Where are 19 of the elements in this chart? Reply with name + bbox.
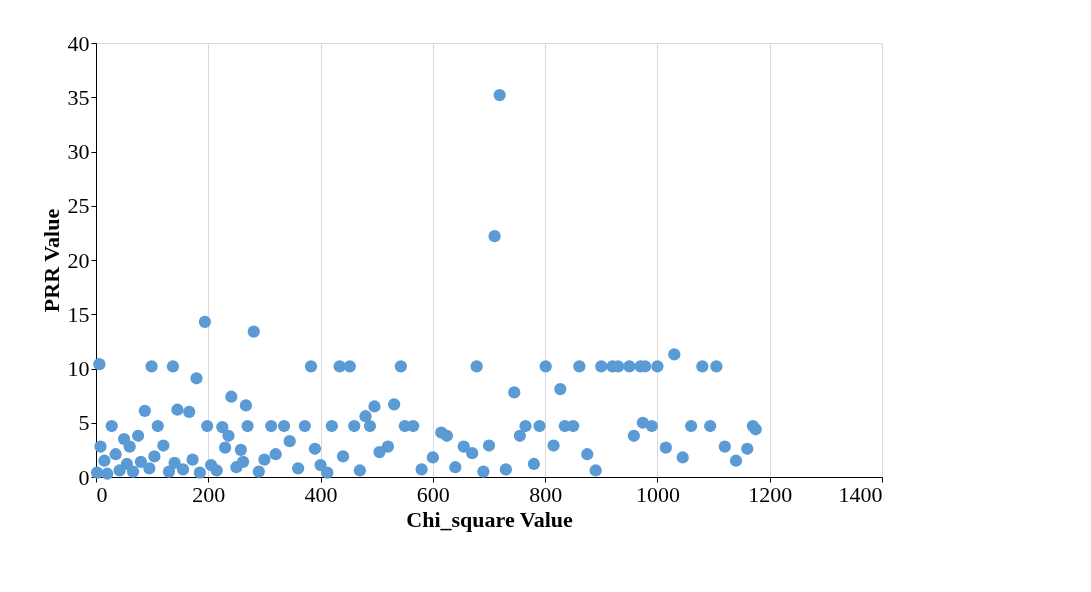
y-tick-label: 10 xyxy=(67,356,90,381)
y-tick-label: 0 xyxy=(78,464,90,490)
y-tick-label: 25 xyxy=(67,193,90,219)
y-tick-label: 15 xyxy=(67,301,90,327)
y-tick-label: 35 xyxy=(67,84,90,110)
y-tick-label: 5 xyxy=(78,410,90,436)
x-tick-label: 1400 xyxy=(838,481,883,507)
x-tick-label: 1200 xyxy=(748,481,793,507)
y-tick-label: 30 xyxy=(67,139,90,164)
y-axis-title: PRR Value xyxy=(38,208,64,313)
y-tick-label: 20 xyxy=(67,247,90,273)
x-tick-label: 600 xyxy=(416,481,450,507)
x-tick-label: 200 xyxy=(192,481,226,507)
x-tick-label: 800 xyxy=(529,481,563,507)
x-axis-title: Chi_square Value xyxy=(406,506,573,532)
x-tick-label: 0 xyxy=(96,481,108,507)
x-tick-label: 1000 xyxy=(635,481,680,507)
x-tick-label: 400 xyxy=(304,481,338,507)
y-tick-label: 40 xyxy=(67,30,90,56)
